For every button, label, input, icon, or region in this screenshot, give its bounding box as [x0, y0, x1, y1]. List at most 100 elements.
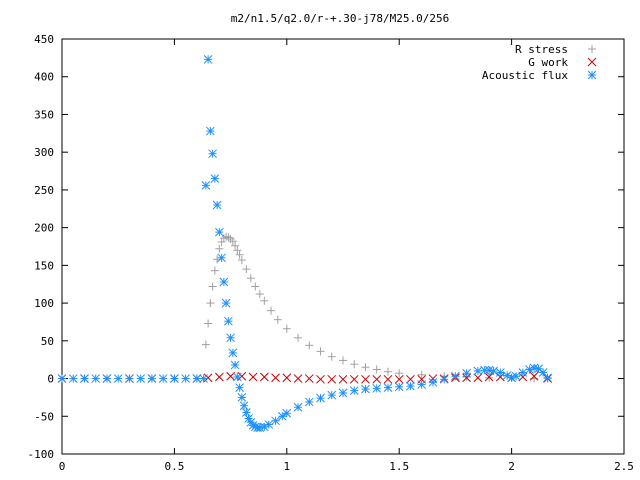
- data-point: [228, 348, 238, 358]
- y-tick-label: 300: [34, 146, 54, 159]
- data-point: [361, 363, 370, 372]
- data-point: [372, 374, 382, 384]
- data-point: [439, 374, 449, 384]
- y-tick-label: -50: [34, 410, 54, 423]
- data-point: [538, 368, 548, 377]
- data-point: [215, 244, 224, 253]
- data-point: [293, 374, 303, 383]
- data-point: [255, 423, 265, 432]
- data-point: [260, 296, 269, 305]
- data-point: [217, 253, 226, 263]
- data-point: [473, 366, 483, 376]
- data-point: [543, 373, 552, 383]
- y-tick-label: 350: [34, 108, 54, 121]
- data-point: [271, 373, 280, 383]
- data-point: [316, 374, 325, 384]
- data-point: [534, 364, 543, 374]
- data-point: [417, 370, 426, 379]
- legend-label: G work: [528, 56, 568, 69]
- data-point: [304, 374, 314, 383]
- data-point: [496, 372, 505, 382]
- y-tick-label: 0: [47, 373, 54, 386]
- data-point: [518, 368, 528, 377]
- data-point: [230, 360, 240, 370]
- data-point: [224, 233, 233, 242]
- x-tick-label: 1.5: [389, 460, 409, 473]
- data-point: [170, 374, 179, 383]
- data-point: [282, 408, 292, 418]
- data-point: [57, 374, 67, 383]
- data-point: [428, 377, 438, 387]
- data-point: [80, 374, 89, 383]
- data-point: [361, 374, 370, 384]
- legend-label: Acoustic flux: [482, 69, 568, 82]
- data-point: [462, 368, 471, 378]
- data-point: [395, 369, 404, 378]
- data-point: [210, 174, 220, 183]
- data-point: [489, 366, 498, 376]
- data-point: [305, 341, 314, 350]
- data-point: [246, 274, 255, 283]
- data-point: [215, 372, 224, 382]
- data-point: [327, 352, 336, 361]
- data-point: [383, 367, 392, 376]
- data-point: [316, 393, 325, 403]
- data-point: [203, 55, 213, 64]
- data-point: [255, 290, 264, 299]
- data-point: [241, 408, 251, 417]
- data-point: [215, 227, 224, 237]
- x-tick-label: 2.5: [614, 460, 634, 473]
- data-point: [293, 402, 303, 412]
- data-point: [68, 374, 78, 383]
- data-point: [485, 373, 494, 382]
- data-point: [484, 372, 494, 382]
- data-point: [273, 315, 282, 324]
- data-point: [217, 237, 226, 246]
- data-point: [394, 382, 404, 392]
- data-point: [226, 333, 235, 343]
- data-point: [282, 373, 292, 383]
- y-tick-label: 250: [34, 184, 54, 197]
- data-point: [511, 371, 521, 381]
- data-point: [242, 265, 251, 274]
- data-point: [201, 181, 211, 190]
- data-point: [158, 374, 168, 383]
- legend-marker: [587, 70, 597, 80]
- data-point: [199, 374, 208, 383]
- y-tick-label: -100: [28, 448, 55, 461]
- data-point: [406, 381, 415, 391]
- data-point: [383, 374, 393, 384]
- data-point: [212, 200, 222, 210]
- data-point: [210, 266, 219, 275]
- data-point: [136, 374, 146, 383]
- data-point: [294, 333, 303, 342]
- data-point: [231, 241, 240, 250]
- data-point: [223, 316, 233, 326]
- data-point: [219, 234, 228, 243]
- data-point: [147, 374, 157, 383]
- data-point: [462, 373, 471, 383]
- data-point: [113, 374, 123, 383]
- data-point: [235, 383, 244, 392]
- data-point: [219, 277, 229, 287]
- data-point: [338, 388, 348, 398]
- data-point: [228, 237, 237, 246]
- data-point: [222, 232, 231, 241]
- series-acoustic-flux: [57, 55, 552, 432]
- data-point: [91, 374, 101, 383]
- data-point: [233, 246, 242, 255]
- data-point: [361, 384, 370, 394]
- y-tick-label: 50: [41, 335, 54, 348]
- data-point: [316, 347, 325, 356]
- data-point: [349, 374, 359, 384]
- data-point: [239, 401, 249, 411]
- data-point: [406, 374, 415, 384]
- data-point: [372, 365, 381, 374]
- data-point: [339, 356, 347, 365]
- data-point: [282, 324, 291, 333]
- chart-title: m2/n1.5/q2.0/r-+.30-j78/M25.0/256: [231, 12, 450, 25]
- y-tick-label: 100: [34, 297, 54, 310]
- x-tick-label: 0.5: [164, 460, 184, 473]
